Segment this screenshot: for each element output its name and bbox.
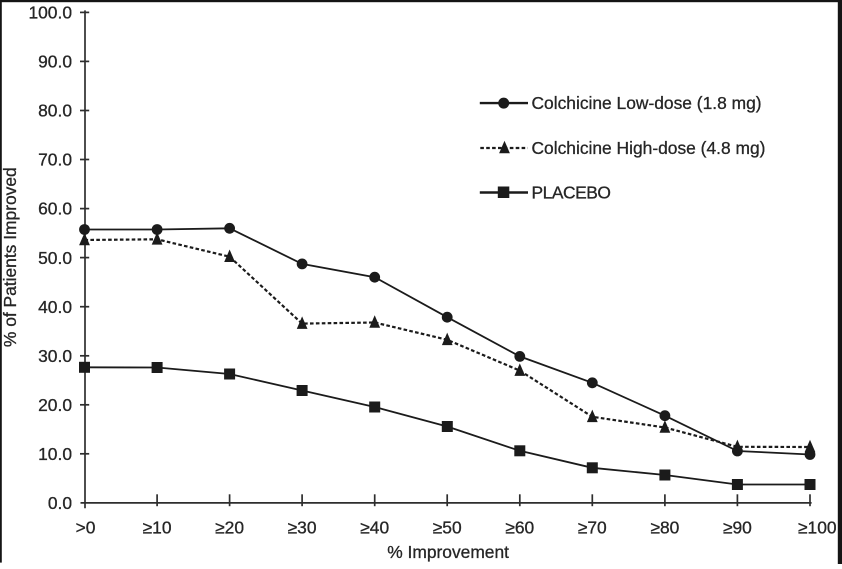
svg-text:50.0: 50.0 (38, 248, 72, 268)
svg-text:% Improvement: % Improvement (387, 542, 509, 562)
svg-text:90.0: 90.0 (38, 52, 72, 72)
svg-text:20.0: 20.0 (38, 395, 72, 415)
svg-text:≥30: ≥30 (288, 518, 317, 538)
svg-text:Colchicine High-dose (4.8 mg): Colchicine High-dose (4.8 mg) (532, 138, 766, 158)
svg-text:Colchicine Low-dose (1.8 mg): Colchicine Low-dose (1.8 mg) (532, 93, 762, 113)
svg-text:≥60: ≥60 (505, 518, 534, 538)
svg-text:≥90: ≥90 (723, 518, 752, 538)
svg-text:≥50: ≥50 (433, 518, 462, 538)
svg-text:10.0: 10.0 (38, 444, 72, 464)
svg-text:≥80: ≥80 (650, 518, 679, 538)
svg-text:>0: >0 (76, 518, 96, 538)
svg-text:% of Patients Improved: % of Patients Improved (0, 167, 20, 347)
svg-text:≥100: ≥100 (798, 518, 837, 538)
svg-text:≥10: ≥10 (143, 518, 172, 538)
svg-text:0.0: 0.0 (48, 493, 72, 513)
svg-text:70.0: 70.0 (38, 150, 72, 170)
svg-text:40.0: 40.0 (38, 297, 72, 317)
svg-text:100.0: 100.0 (28, 3, 72, 23)
svg-text:≥70: ≥70 (578, 518, 607, 538)
svg-text:≥20: ≥20 (215, 518, 244, 538)
svg-text:≥40: ≥40 (360, 518, 389, 538)
svg-text:80.0: 80.0 (38, 101, 72, 121)
svg-text:60.0: 60.0 (38, 199, 72, 219)
svg-text:PLACEBO: PLACEBO (532, 183, 611, 203)
svg-text:30.0: 30.0 (38, 346, 72, 366)
